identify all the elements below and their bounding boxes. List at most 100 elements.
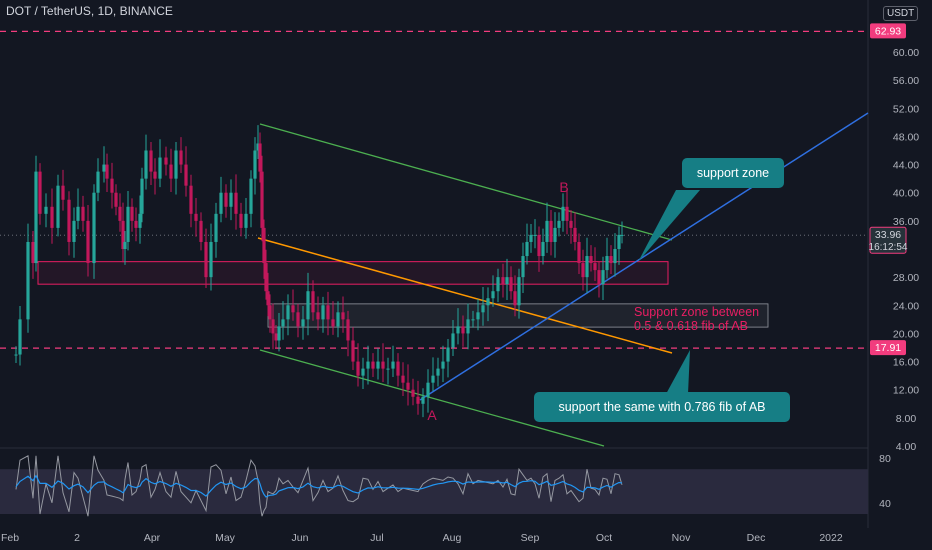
y-tick-label: 60.00 bbox=[893, 47, 919, 59]
rsi-band bbox=[0, 469, 868, 514]
candle-body bbox=[244, 213, 248, 228]
candle-body bbox=[189, 185, 193, 214]
candle-body bbox=[376, 361, 380, 369]
candle-body bbox=[239, 213, 243, 228]
candle-body bbox=[44, 206, 48, 214]
candle-body bbox=[31, 241, 35, 264]
countdown-label: 16:12:54 bbox=[869, 242, 908, 253]
candle-body bbox=[401, 375, 405, 383]
candle-body bbox=[174, 150, 178, 179]
candle-body bbox=[620, 234, 624, 236]
candle-body bbox=[18, 319, 22, 355]
candle-body bbox=[234, 192, 238, 214]
rsi-ma-line bbox=[15, 474, 623, 498]
y-tick-label: 16.00 bbox=[893, 357, 919, 369]
x-tick-label: May bbox=[215, 532, 236, 544]
y-tick-label: 4.00 bbox=[896, 441, 917, 453]
price-axis[interactable]: 60.00 56.00 52.00 48.00 44.00 40.00 36.00 28.00… bbox=[869, 23, 920, 453]
candle-body bbox=[411, 389, 415, 397]
candle-body bbox=[605, 256, 609, 271]
rising-trendline bbox=[419, 112, 869, 401]
candle-body bbox=[421, 396, 425, 404]
candle-body bbox=[140, 178, 144, 214]
y-tick-label: 44.00 bbox=[893, 160, 919, 172]
candle-body bbox=[56, 185, 60, 228]
candle-body bbox=[609, 256, 613, 264]
candle-body bbox=[431, 375, 435, 383]
candle-body bbox=[496, 277, 500, 292]
candle-body bbox=[286, 305, 290, 320]
candle-body bbox=[102, 164, 106, 172]
candlestick-series bbox=[14, 125, 624, 418]
candle-body bbox=[341, 312, 345, 320]
candle-body bbox=[461, 326, 465, 334]
candle-body bbox=[326, 305, 330, 320]
rsi-line bbox=[15, 455, 623, 517]
candle-body bbox=[366, 361, 370, 369]
candle-body bbox=[316, 312, 320, 320]
candle-body bbox=[537, 234, 541, 257]
currency-unit-badge[interactable]: USDT bbox=[883, 6, 919, 21]
candle-body bbox=[184, 164, 188, 186]
candle-body bbox=[306, 291, 310, 320]
fib-trend-line bbox=[257, 237, 673, 354]
candle-body bbox=[229, 192, 233, 207]
candle-body bbox=[617, 234, 621, 249]
candle-body bbox=[144, 150, 148, 179]
candle-body bbox=[446, 347, 450, 362]
candle-body bbox=[381, 361, 385, 369]
rsi-tick-label: 80 bbox=[879, 453, 891, 465]
x-tick-label: Aug bbox=[443, 532, 462, 544]
candle-body bbox=[260, 171, 264, 228]
candle-body bbox=[268, 305, 272, 320]
candle-body bbox=[509, 277, 513, 292]
candle-body bbox=[194, 213, 198, 221]
candle-body bbox=[521, 256, 525, 278]
candle-body bbox=[34, 171, 38, 264]
candle-body bbox=[331, 319, 335, 327]
y-tick-label: 52.00 bbox=[893, 103, 919, 115]
candle-body bbox=[561, 206, 565, 221]
callout-top-text: support zone bbox=[697, 166, 769, 180]
callout-bottom-text: support the same with 0.786 fib of AB bbox=[558, 400, 765, 414]
candle-body bbox=[61, 185, 65, 200]
candle-body bbox=[138, 213, 142, 228]
candle-body bbox=[149, 150, 153, 172]
candle-body bbox=[110, 178, 114, 193]
candle-body bbox=[597, 270, 601, 285]
price-tag-box bbox=[870, 23, 906, 39]
time-axis[interactable]: Feb 2 Apr May Jun Jul Aug Sep Oct Nov Dec 2022 bbox=[1, 532, 843, 544]
grid-lines bbox=[0, 0, 869, 528]
channel-lower-line bbox=[259, 349, 605, 447]
candle-body bbox=[256, 143, 260, 151]
candle-body bbox=[311, 291, 315, 313]
candle-body bbox=[38, 171, 42, 214]
candle-body bbox=[553, 227, 557, 242]
candle-body bbox=[72, 220, 76, 242]
price-tag-box bbox=[869, 226, 907, 254]
candle-body bbox=[271, 319, 275, 334]
candle-body bbox=[199, 220, 203, 242]
candle-body bbox=[134, 220, 138, 228]
candle-body bbox=[169, 164, 173, 179]
candle-body bbox=[406, 382, 410, 390]
candle-body bbox=[114, 192, 118, 207]
y-tick-label: 48.00 bbox=[893, 131, 919, 143]
candle-body bbox=[14, 354, 18, 356]
price-tag-box bbox=[870, 340, 906, 356]
candle-body bbox=[346, 319, 350, 341]
candle-body bbox=[262, 227, 266, 264]
candle-body bbox=[456, 326, 460, 334]
candle-body bbox=[545, 220, 549, 242]
symbol-title: DOT / TetherUS, 1D, BINANCE bbox=[6, 4, 173, 18]
candle-body bbox=[219, 192, 223, 214]
candle-body bbox=[209, 241, 213, 278]
candle-body bbox=[123, 241, 127, 249]
candle-body bbox=[274, 333, 278, 341]
candle-body bbox=[291, 305, 295, 313]
candle-body bbox=[92, 192, 96, 264]
point-b-label: B bbox=[559, 179, 568, 195]
price-tag-label: 62.93 bbox=[875, 25, 901, 37]
